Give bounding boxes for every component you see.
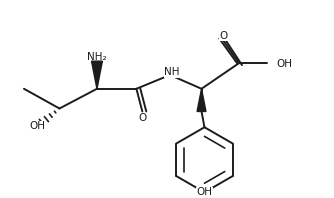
Text: OH: OH	[30, 121, 46, 131]
Text: OH: OH	[277, 59, 293, 69]
Text: O: O	[219, 30, 227, 41]
Text: NH₂: NH₂	[87, 52, 107, 62]
Text: OH: OH	[196, 187, 212, 197]
Text: NH: NH	[164, 67, 180, 77]
Polygon shape	[197, 89, 206, 111]
Text: O: O	[138, 113, 147, 123]
Polygon shape	[92, 61, 103, 89]
